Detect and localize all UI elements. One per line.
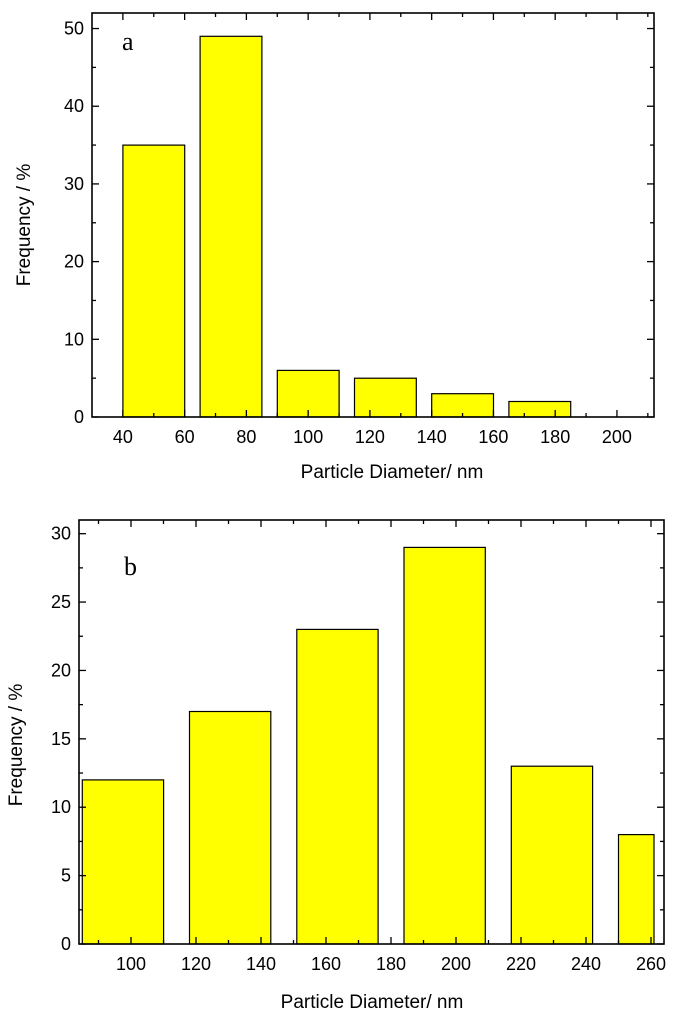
y-tick-label-b-20: 20 <box>51 661 71 681</box>
y-tick-label-a-50: 50 <box>64 19 84 39</box>
panel-label-b: b <box>124 552 137 581</box>
x-tick-label-b-260: 260 <box>636 954 666 974</box>
y-axis-title-a: Frequency / % <box>14 164 35 287</box>
bar-b-4 <box>403 546 486 945</box>
y-tick-label-b-0: 0 <box>61 934 71 954</box>
y-tick-label-a-40: 40 <box>64 96 84 116</box>
bar-b-1 <box>81 779 165 945</box>
x-tick-label-b-220: 220 <box>506 954 536 974</box>
x-tick-label-a-100: 100 <box>293 427 323 447</box>
histogram-panel-b: b Particle Diameter/ nm Frequency / % 10… <box>6 519 666 1013</box>
x-tick-label-b-240: 240 <box>571 954 601 974</box>
x-tick-label-b-180: 180 <box>376 954 406 974</box>
y-tick-label-b-5: 5 <box>61 866 71 886</box>
plot-frame-b <box>78 519 665 945</box>
bar-a-1 <box>122 144 186 418</box>
bar-b-5 <box>510 765 594 945</box>
y-tick-label-b-15: 15 <box>51 729 71 749</box>
x-tick-label-b-200: 200 <box>441 954 471 974</box>
y-tick-label-b-25: 25 <box>51 592 71 612</box>
axis-ticks-b <box>79 520 664 945</box>
y-tick-label-a-30: 30 <box>64 174 84 194</box>
bar-a-3 <box>276 369 340 418</box>
bar-a-6 <box>508 400 572 418</box>
x-axis-title-b: Particle Diameter/ nm <box>281 992 464 1013</box>
bar-b-6 <box>617 833 655 945</box>
bar-a-2 <box>199 35 263 418</box>
x-tick-label-a-120: 120 <box>355 427 385 447</box>
x-tick-label-b-140: 140 <box>246 954 276 974</box>
axis-ticks-a <box>92 13 654 418</box>
y-tick-label-a-20: 20 <box>64 252 84 272</box>
bar-b-2 <box>188 710 272 945</box>
x-tick-label-b-160: 160 <box>311 954 341 974</box>
y-tick-label-a-0: 0 <box>74 407 84 427</box>
x-tick-label-b-120: 120 <box>181 954 211 974</box>
x-axis-title-a: Particle Diameter/ nm <box>301 462 484 483</box>
y-axis-title-b: Frequency / % <box>6 684 27 807</box>
panel-label-a: a <box>122 27 134 56</box>
x-tick-label-a-160: 160 <box>478 427 508 447</box>
y-tick-label-b-30: 30 <box>51 524 71 544</box>
plot-frame-a <box>91 12 655 418</box>
x-tick-label-a-200: 200 <box>602 427 632 447</box>
x-tick-label-b-100: 100 <box>116 954 146 974</box>
bar-b-3 <box>296 628 379 945</box>
x-tick-label-a-140: 140 <box>417 427 447 447</box>
y-tick-label-a-10: 10 <box>64 329 84 349</box>
y-tick-label-b-10: 10 <box>51 797 71 817</box>
x-tick-label-a-80: 80 <box>236 427 256 447</box>
x-tick-label-a-60: 60 <box>175 427 195 447</box>
x-tick-label-a-40: 40 <box>113 427 133 447</box>
histogram-panel-a: a Particle Diameter/ nm Frequency / % 40… <box>14 12 655 483</box>
bar-a-4 <box>353 377 417 418</box>
x-tick-label-a-180: 180 <box>540 427 570 447</box>
